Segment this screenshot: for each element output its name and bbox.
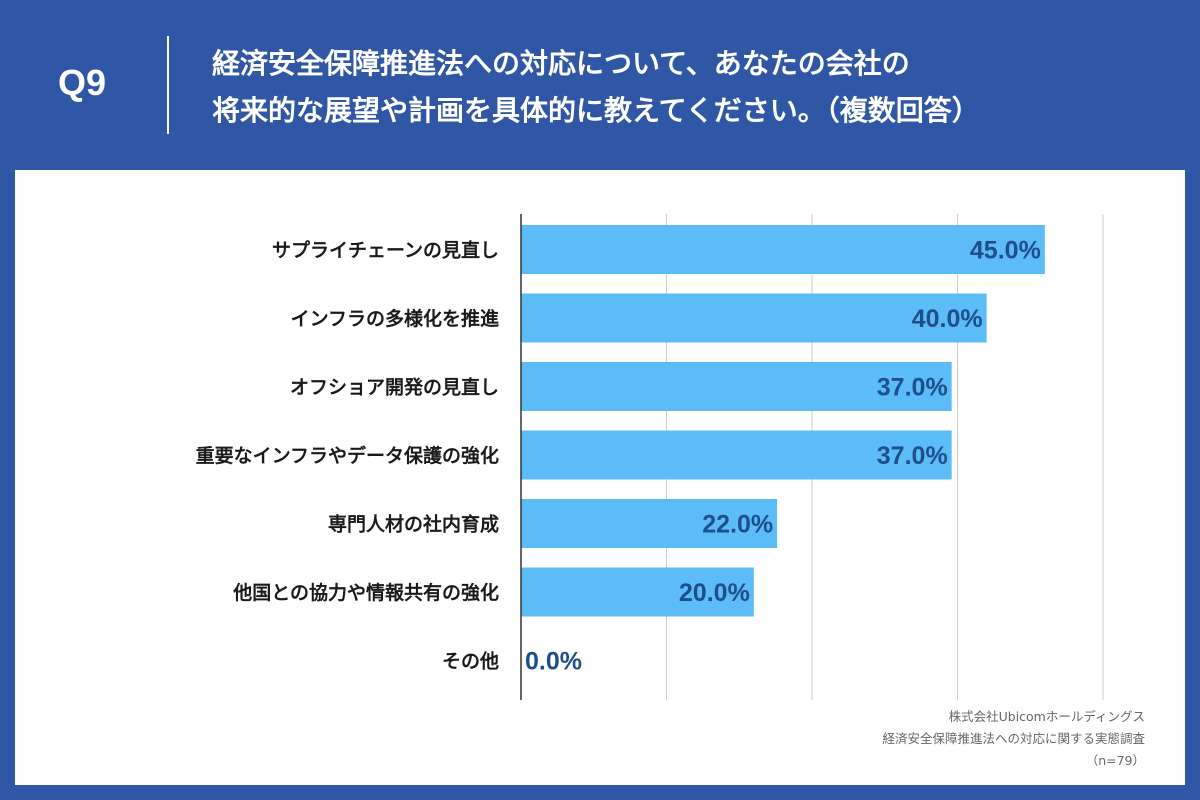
bar [521, 362, 952, 411]
category-label: その他 [442, 650, 499, 673]
footer-sample-size: （n=79） [1085, 753, 1145, 768]
category-label: インフラの多様化を推進 [291, 307, 499, 330]
header: Q9 経済安全保障推進法への対応について、あなたの会社の 将来的な展望や計画を具… [0, 0, 1200, 170]
bar [521, 225, 1045, 274]
category-label: オフショア開発の見直し [290, 376, 499, 399]
value-label: 40.0% [912, 305, 983, 333]
value-label: 22.0% [702, 511, 773, 539]
question-title: 経済安全保障推進法への対応について、あなたの会社の 将来的な展望や計画を具体的に… [212, 40, 1172, 134]
value-label: 37.0% [877, 374, 948, 402]
bar-chart: サプライチェーンの見直し 45.0% インフラの多様化を推進 40.0% オフショア開発… [196, 214, 1104, 700]
bar [521, 293, 987, 343]
value-label: 45.0% [970, 237, 1041, 265]
chart-panel: サプライチェーンの見直し 45.0% インフラの多様化を推進 40.0% オフショア開発… [15, 170, 1185, 785]
value-label: 37.0% [877, 442, 948, 470]
header-divider [167, 36, 169, 134]
value-label: 20.0% [679, 579, 750, 607]
title-line-2: 将来的な展望や計画を具体的に教えてください。（複数回答） [212, 94, 980, 127]
question-number: Q9 [58, 62, 107, 103]
category-label: 専門人材の社内育成 [328, 513, 499, 536]
bar [521, 499, 778, 548]
footer-survey-name: 経済安全保障推進法への対応に関する実態調査 [882, 731, 1145, 746]
title-line-1: 経済安全保障推進法への対応について、あなたの会社の [212, 47, 910, 80]
value-label: 0.0% [525, 648, 582, 676]
category-label: 他国との協力や情報共有の強化 [232, 581, 499, 604]
category-label: 重要なインフラやデータ保護の強化 [196, 444, 499, 467]
category-label: サプライチェーンの見直し [272, 239, 499, 262]
bar [521, 567, 754, 617]
footer-source-company: 株式会社Ubicomホールディングス [948, 709, 1145, 724]
bar [521, 430, 952, 480]
